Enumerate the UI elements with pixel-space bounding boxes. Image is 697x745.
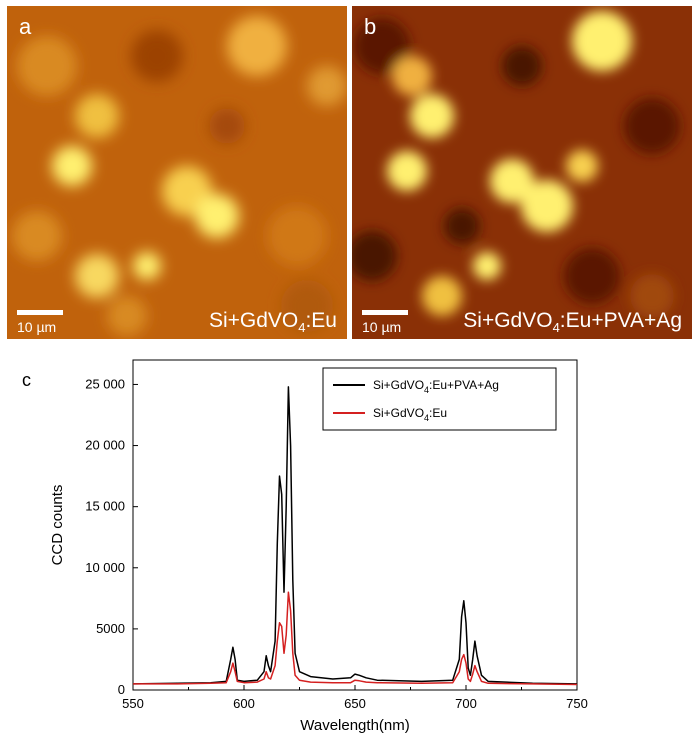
afm-image-a [7, 6, 347, 339]
afm-panel-a: a 10 µm Si+GdVO4:Eu [7, 6, 347, 339]
y-tick-label: 20 000 [85, 438, 125, 453]
y-tick-label: 0 [118, 682, 125, 697]
y-axis-label: CCD counts [49, 485, 66, 566]
x-tick-label: 650 [344, 696, 366, 711]
scale-bar-a [17, 310, 63, 315]
sample-label-a: Si+GdVO4:Eu [208, 308, 337, 335]
afm-image-b [352, 6, 692, 339]
legend-label: Si+GdVO4:Eu [373, 406, 447, 423]
scale-bar-b [362, 310, 408, 315]
y-tick-label: 25 000 [85, 376, 125, 391]
panel-letter-b: b [364, 14, 377, 39]
legend-box [322, 367, 557, 431]
y-tick-label: 10 000 [85, 560, 125, 575]
x-tick-label: 700 [455, 696, 477, 711]
x-axis-label: Wavelength(nm) [300, 717, 409, 734]
x-tick-label: 550 [122, 696, 144, 711]
y-tick-label: 5000 [96, 621, 125, 636]
panel-letter-a: a [19, 14, 32, 39]
panel-letter-c: c [22, 370, 31, 390]
afm-panel-b: b 10 µm Si+GdVO4:Eu+PVA+Ag [352, 6, 692, 339]
spectrum-chart: 550 600 650 700 750 0 5000 10 000 15 000 20 000 25… [49, 359, 588, 734]
scale-label-a: 10 µm [17, 319, 57, 335]
x-tick-label: 750 [566, 696, 588, 711]
sample-label-b: Si+GdVO4:Eu+PVA+Ag [463, 308, 682, 335]
series-line-ag [132, 386, 578, 685]
y-tick-label: 15 000 [85, 499, 125, 514]
series-line-eu [133, 591, 578, 686]
scale-label-b: 10 µm [362, 319, 402, 335]
legend-label: Si+GdVO4:Eu+PVA+Ag [373, 378, 499, 395]
x-tick-label: 600 [233, 696, 255, 711]
